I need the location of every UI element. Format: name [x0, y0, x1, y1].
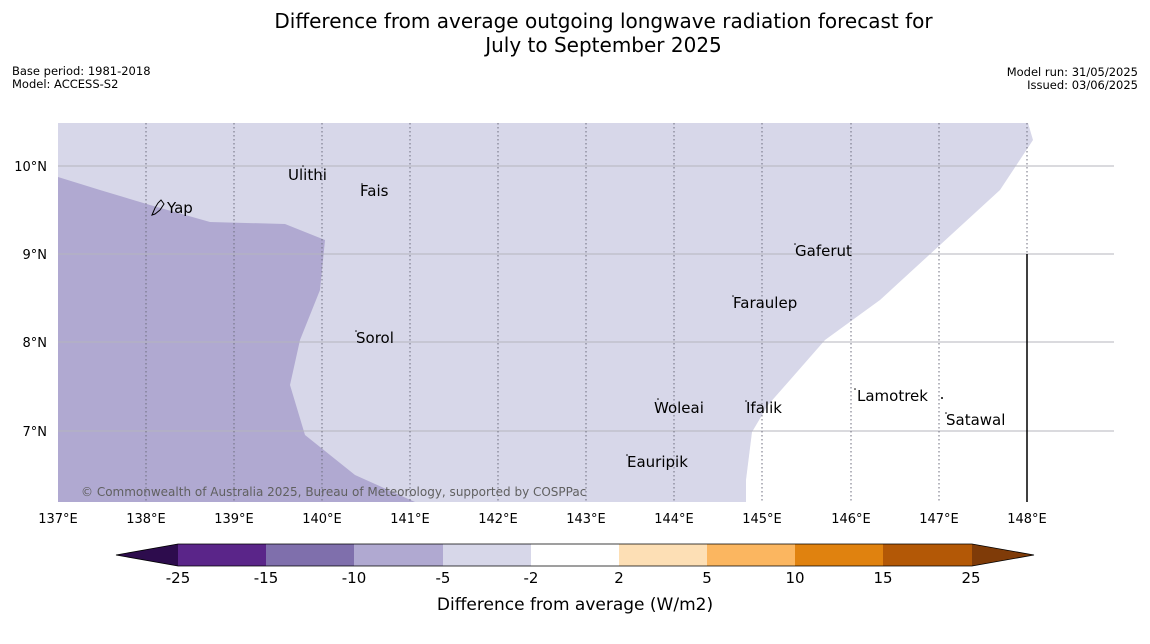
fais-marker: [361, 183, 363, 185]
title-line-2: July to September 2025: [485, 33, 722, 57]
x-axis-labels: 137°E 138°E 139°E 140°E 141°E 142°E 143°…: [38, 512, 1047, 527]
model-run: Model run: 31/05/2025: [1006, 65, 1138, 79]
place-woleai: Woleai: [654, 399, 704, 417]
x-tick-143e: 143°E: [566, 512, 606, 527]
colorbar-swatch-3: [354, 544, 443, 566]
meta-left: Base period: 1981-2018 Model: ACCESS-S2: [12, 65, 151, 91]
eauripik-marker: [626, 454, 628, 456]
place-satawal: Satawal: [946, 411, 1005, 429]
colorbar-tick-labels: -25 -15 -10 -5 -2 2 5 10 15 25: [166, 569, 981, 587]
cb-tick-minus2: -2: [524, 569, 539, 587]
woleai-marker: [657, 398, 659, 400]
model-name: Model: ACCESS-S2: [12, 77, 119, 91]
colorbar-swatch-2: [266, 544, 354, 566]
colorbar-swatch-6: [619, 544, 707, 566]
x-tick-144e: 144°E: [654, 512, 694, 527]
lamotrek-marker: [854, 388, 856, 390]
cb-tick-5: 5: [702, 569, 712, 587]
x-tick-138e: 138°E: [126, 512, 166, 527]
x-tick-142e: 142°E: [478, 512, 518, 527]
place-faraulep: Faraulep: [733, 294, 797, 312]
lamotrek-east-marker: [941, 397, 943, 399]
sorol-marker: [355, 330, 357, 332]
gaferut-marker: [794, 243, 796, 245]
colorbar-swatch-5: [531, 544, 619, 566]
colorbar-extend-high: [972, 544, 1034, 566]
cb-tick-25: 25: [961, 569, 980, 587]
y-tick-10n: 10°N: [14, 160, 47, 175]
place-yap: Yap: [166, 199, 193, 217]
cb-tick-minus5: -5: [436, 569, 451, 587]
place-lamotrek: Lamotrek: [857, 387, 928, 405]
y-tick-9n: 9°N: [23, 248, 48, 263]
issued-date: Issued: 03/06/2025: [1027, 78, 1138, 92]
x-tick-139e: 139°E: [214, 512, 254, 527]
colorbar-swatch-4: [443, 544, 531, 566]
x-tick-140e: 140°E: [302, 512, 342, 527]
colorbar-swatch-7: [707, 544, 795, 566]
base-period: Base period: 1981-2018: [12, 64, 151, 78]
cb-tick-2: 2: [614, 569, 624, 587]
cb-tick-minus25: -25: [166, 569, 191, 587]
satawal-marker: [945, 412, 947, 414]
x-tick-148e: 148°E: [1007, 512, 1047, 527]
ifalik-marker: [745, 400, 747, 402]
meta-right: Model run: 31/05/2025 Issued: 03/06/2025: [1007, 66, 1138, 92]
x-tick-146e: 146°E: [831, 512, 871, 527]
cb-tick-minus10: -10: [342, 569, 367, 587]
x-tick-145e: 145°E: [742, 512, 782, 527]
region-minus5-minus2: [58, 123, 1033, 502]
place-labels: Ulithi Fais Yap Gaferut Faraulep Sorol L…: [166, 166, 1005, 471]
cb-tick-minus15: -15: [254, 569, 279, 587]
faraulep-marker: [732, 295, 734, 297]
colorbar-swatch-8: [795, 544, 883, 566]
yap-island-outline: [151, 199, 165, 216]
y-tick-7n: 7°N: [23, 425, 48, 440]
x-tick-147e: 147°E: [919, 512, 959, 527]
x-tick-141e: 141°E: [390, 512, 430, 527]
x-tick-137e: 137°E: [38, 512, 78, 527]
y-tick-8n: 8°N: [23, 336, 48, 351]
colorbar-title: Difference from average (W/m2): [437, 595, 713, 615]
region-minus10-minus5: [58, 177, 415, 502]
ulithi-marker: [302, 165, 304, 167]
place-gaferut: Gaferut: [795, 242, 852, 260]
place-ifalik: Ifalik: [746, 399, 782, 417]
title-line-1: Difference from average outgoing longwav…: [274, 9, 933, 33]
y-axis-labels: 10°N 9°N 8°N 7°N: [14, 160, 47, 440]
colorbar-swatch-1: [178, 544, 266, 566]
place-ulithi: Ulithi: [288, 166, 327, 184]
place-sorol: Sorol: [356, 329, 394, 347]
place-fais: Fais: [360, 182, 389, 200]
colorbar-outline: [115, 543, 1035, 567]
cb-tick-15: 15: [873, 569, 892, 587]
colorbar: [115, 543, 1035, 567]
copyright-text: © Commonwealth of Australia 2025, Bureau…: [81, 485, 586, 499]
colorbar-extend-low: [116, 544, 178, 566]
map-title: Difference from average outgoing longwav…: [0, 9, 1150, 57]
island-markers: [302, 165, 947, 456]
cb-tick-10: 10: [785, 569, 804, 587]
place-eauripik: Eauripik: [627, 453, 688, 471]
colorbar-swatch-9: [883, 544, 972, 566]
